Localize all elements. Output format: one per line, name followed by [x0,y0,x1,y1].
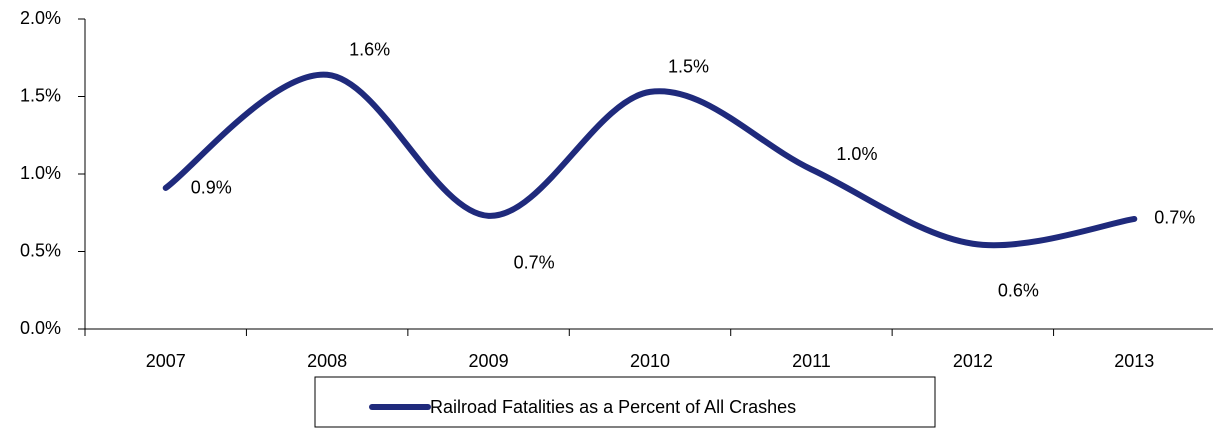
legend-box [314,376,936,428]
data-label: 1.5% [668,57,709,77]
data-label: 0.7% [514,253,555,273]
y-tick-label: 2.0% [20,8,61,28]
y-tick-label: 0.0% [20,318,61,338]
data-label: 0.7% [1154,208,1195,228]
x-tick-label: 2008 [307,351,347,371]
data-label: 1.6% [349,40,390,60]
x-tick-label: 2007 [146,351,186,371]
data-label: 1.0% [836,144,877,164]
x-tick-label: 2011 [792,351,831,371]
x-tick-label: 2009 [469,351,509,371]
line [162,71,1138,249]
data-label: 0.9% [191,178,232,198]
legend-label: Railroad Fatalities as a Percent of All … [430,397,796,417]
y-tick-label: 1.0% [20,163,61,183]
y-tick-label: 1.5% [20,85,61,105]
x-tick-label: 2010 [630,351,670,371]
data-label: 0.6% [998,281,1039,301]
x-tick-label: 2013 [1114,351,1154,371]
y-tick-label: 0.5% [20,240,61,260]
x-tick-label: 2012 [953,351,993,371]
